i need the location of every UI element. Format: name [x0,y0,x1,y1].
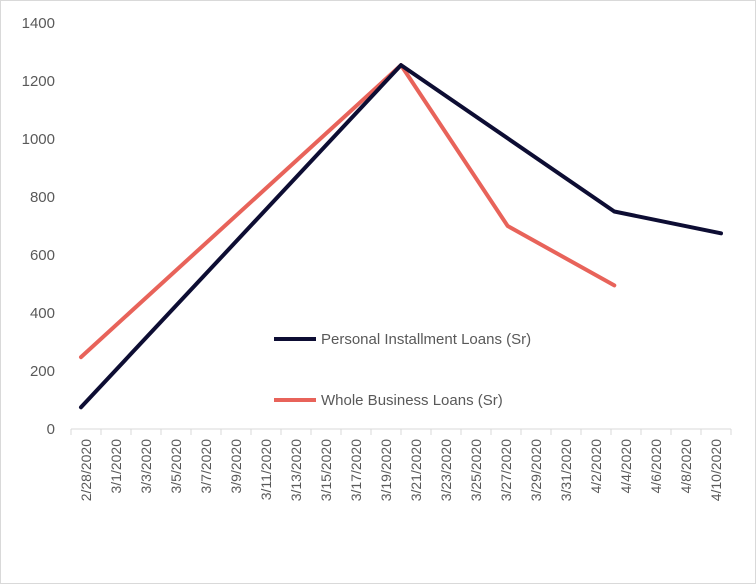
x-tick-label: 3/17/2020 [348,439,364,501]
legend-label: Whole Business Loans (Sr) [321,392,503,409]
x-tick-label: 3/7/2020 [198,439,214,494]
x-tick-label: 2/28/2020 [78,439,94,501]
legend-label: Personal Installment Loans (Sr) [321,331,531,348]
y-tick-label: 400 [30,305,55,322]
x-tick-label: 4/6/2020 [648,439,664,494]
x-tick-label: 3/5/2020 [168,439,184,494]
series-line [79,63,723,410]
y-tick-label: 0 [47,421,55,438]
x-tick-label: 4/2/2020 [588,439,604,494]
x-tick-label: 3/31/2020 [558,439,574,501]
x-tick-label: 3/3/2020 [138,439,154,494]
y-tick-label: 1200 [22,73,55,90]
x-tick-label: 3/15/2020 [318,439,334,501]
y-tick-label: 600 [30,247,55,264]
x-tick-label: 3/1/2020 [108,439,124,494]
series-line [79,63,617,360]
x-tick-label: 4/8/2020 [678,439,694,494]
y-tick-label: 1000 [22,131,55,148]
x-tick-label: 3/25/2020 [468,439,484,501]
legend: Personal Installment Loans (Sr) Whole Bus… [274,331,531,409]
x-tick-label: 3/27/2020 [498,439,514,501]
x-tick-label: 3/19/2020 [378,439,394,501]
x-tick-label: 3/11/2020 [258,439,274,500]
x-tick-label: 4/10/2020 [708,439,724,501]
y-tick-label: 1400 [22,15,55,32]
y-tick-label: 200 [30,363,55,380]
y-tick-label: 800 [30,189,55,206]
x-tick-label: 3/23/2020 [438,439,454,501]
x-tick-label: 3/21/2020 [408,439,424,501]
x-tick-label: 4/4/2020 [618,439,634,494]
x-tick-label: 3/13/2020 [288,439,304,501]
y-axis: 0 200 400 600 800 1000 1200 1400 [22,15,55,438]
x-tick-label: 3/29/2020 [528,439,544,501]
x-tick-label: 3/9/2020 [228,439,244,494]
series-layer [79,63,723,410]
x-axis: 2/28/2020 3/1/2020 3/3/2020 3/5/2020 3/7/202… [70,428,732,501]
